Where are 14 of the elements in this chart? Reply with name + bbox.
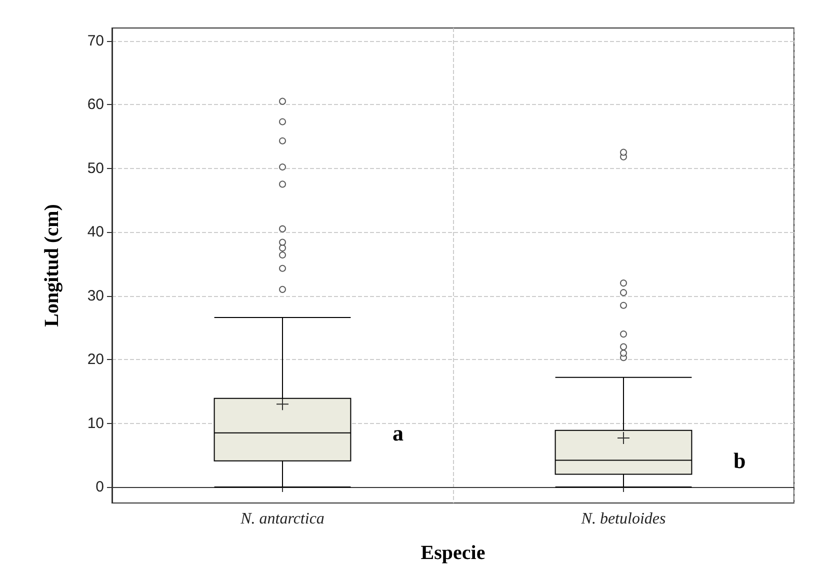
- x-tick-label: N. betuloides: [580, 510, 666, 528]
- x-tick-label: N. antarctica: [240, 510, 324, 528]
- y-tick-label: 10: [87, 414, 104, 432]
- annotation: b: [734, 448, 746, 473]
- y-tick-label: 40: [87, 224, 104, 241]
- y-axis-title: Longitud (cm): [41, 204, 63, 327]
- y-tick-label: 20: [87, 351, 104, 368]
- x-axis-title: Especie: [420, 542, 486, 564]
- y-tick-label: 70: [87, 32, 104, 50]
- annotation: a: [392, 420, 404, 446]
- y-tick-label: 50: [87, 160, 104, 177]
- y-tick-label: 60: [87, 96, 104, 114]
- y-tick-label: 30: [87, 287, 104, 304]
- y-tick-label: 0: [96, 478, 104, 496]
